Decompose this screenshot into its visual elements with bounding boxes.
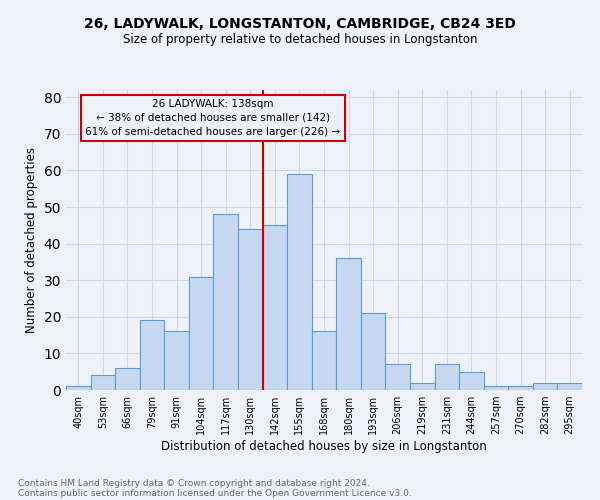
Text: Contains HM Land Registry data © Crown copyright and database right 2024.: Contains HM Land Registry data © Crown c…	[18, 478, 370, 488]
Text: Contains public sector information licensed under the Open Government Licence v3: Contains public sector information licen…	[18, 488, 412, 498]
Text: 26 LADYWALK: 138sqm
← 38% of detached houses are smaller (142)
61% of semi-detac: 26 LADYWALK: 138sqm ← 38% of detached ho…	[85, 99, 341, 137]
Bar	[508, 386, 533, 390]
Bar	[263, 226, 287, 390]
Bar	[385, 364, 410, 390]
Bar	[459, 372, 484, 390]
Bar	[115, 368, 140, 390]
Text: Size of property relative to detached houses in Longstanton: Size of property relative to detached ho…	[123, 32, 477, 46]
Bar	[287, 174, 312, 390]
X-axis label: Distribution of detached houses by size in Longstanton: Distribution of detached houses by size …	[161, 440, 487, 453]
Y-axis label: Number of detached properties: Number of detached properties	[25, 147, 38, 333]
Bar	[189, 276, 214, 390]
Bar	[533, 382, 557, 390]
Bar	[66, 386, 91, 390]
Bar	[164, 332, 189, 390]
Bar	[91, 376, 115, 390]
Bar	[336, 258, 361, 390]
Bar	[484, 386, 508, 390]
Bar	[214, 214, 238, 390]
Bar	[140, 320, 164, 390]
Bar	[361, 313, 385, 390]
Text: 26, LADYWALK, LONGSTANTON, CAMBRIDGE, CB24 3ED: 26, LADYWALK, LONGSTANTON, CAMBRIDGE, CB…	[84, 18, 516, 32]
Bar	[238, 229, 263, 390]
Bar	[410, 382, 434, 390]
Bar	[557, 382, 582, 390]
Bar	[312, 332, 336, 390]
Bar	[434, 364, 459, 390]
